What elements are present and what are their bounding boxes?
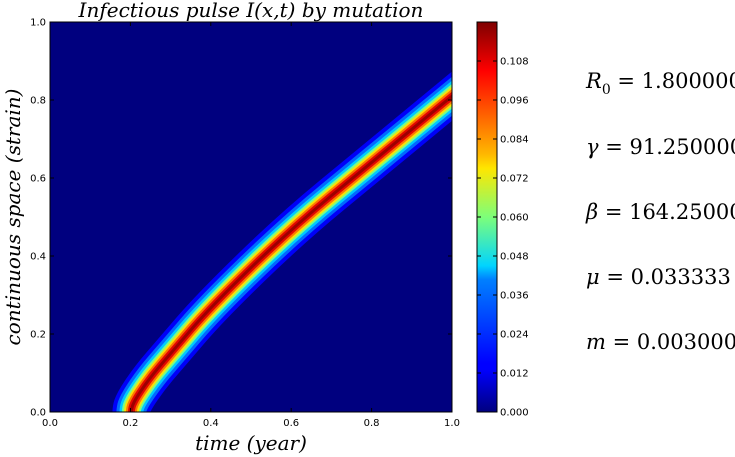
- x-tick-label: 0.4: [203, 418, 219, 429]
- parameter-value: = 1.800000: [611, 69, 735, 93]
- x-tick-label: 0.6: [283, 418, 299, 429]
- colorbar-tick-label: 0.096: [500, 96, 529, 107]
- y-tick-label: 0.2: [30, 330, 46, 341]
- parameter-2: γ = 91.250000: [586, 135, 735, 159]
- parameter-value: = 91.250000: [599, 135, 735, 159]
- infection-pulse: [112, 71, 452, 412]
- parameter-list: R0 = 1.800000 γ = 91.250000 β = 164.250000…: [585, 69, 735, 354]
- colorbar-tick-label: 0.084: [500, 135, 529, 146]
- colorbar-tick-label: 0.048: [500, 252, 529, 263]
- y-tick-label: 0.4: [30, 252, 46, 263]
- parameter-1: R0 = 1.800000: [585, 69, 735, 98]
- plot-frame: [49, 21, 453, 413]
- y-tick-label: 0.0: [30, 408, 46, 419]
- parameter-symbol: m: [586, 330, 606, 354]
- colorbar-ticks: 0.000 0.012 0.024 0.036 0.048 0.060 0.072 0.084…: [477, 57, 529, 419]
- colorbar: 0.000 0.012 0.024 0.036 0.048 0.060 0.072 0.084…: [476, 21, 529, 419]
- colorbar-tick-label: 0.012: [500, 369, 529, 380]
- colorbar-gradient: [477, 22, 497, 412]
- parameter-3: β = 164.250000: [585, 200, 735, 224]
- colorbar-tick-label: 0.108: [500, 57, 529, 68]
- y-tick-label: 0.8: [30, 96, 46, 107]
- y-tick-label: 1.0: [30, 18, 46, 29]
- x-tick-label: 0.8: [364, 418, 380, 429]
- x-tick-label: 0.2: [122, 418, 138, 429]
- x-tick-label: 0.0: [42, 418, 58, 429]
- y-axis-ticks: 0.0 0.2 0.4 0.6 0.8 1.0: [30, 18, 452, 419]
- heatmap-plot: [49, 21, 453, 413]
- parameter-value: = 0.033333: [600, 265, 731, 289]
- parameter-symbol: R: [585, 69, 602, 93]
- heatmap-background: [50, 22, 452, 412]
- chart-title: Infectious pulse I(x,t) by mutation: [78, 0, 424, 22]
- parameter-5: m = 0.003000: [586, 330, 735, 354]
- colorbar-tick-label: 0.000: [500, 408, 529, 419]
- parameter-subscript: 0: [602, 82, 611, 98]
- parameter-value: = 0.003000: [606, 330, 735, 354]
- x-axis-ticks: 0.0 0.2 0.4 0.6 0.8 1.0: [42, 22, 460, 429]
- colorbar-tick-label: 0.060: [500, 213, 529, 224]
- parameter-symbol: γ: [586, 135, 599, 159]
- parameter-value: = 164.250000: [598, 200, 735, 224]
- colorbar-tick-label: 0.024: [500, 330, 529, 341]
- x-axis-label: time (year): [195, 431, 307, 455]
- y-tick-label: 0.6: [30, 174, 46, 185]
- parameter-symbol: μ: [586, 265, 600, 289]
- parameter-symbol: β: [585, 200, 598, 224]
- pulse-peak-ridge: [129, 94, 452, 412]
- colorbar-tick-label: 0.036: [500, 291, 529, 302]
- y-axis-label: continuous space (strain): [1, 89, 25, 346]
- parameter-4: μ = 0.033333: [586, 265, 731, 289]
- colorbar-tick-label: 0.072: [500, 174, 529, 185]
- x-tick-label: 1.0: [444, 418, 460, 429]
